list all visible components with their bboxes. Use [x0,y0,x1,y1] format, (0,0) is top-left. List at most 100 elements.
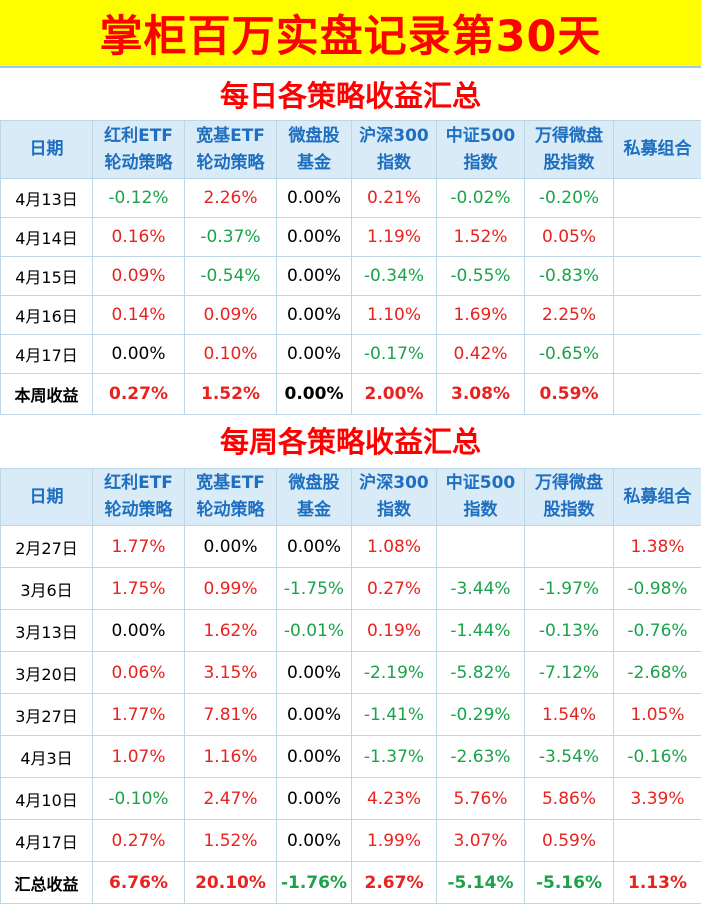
table-row: 4月16日 0.14% 0.09% 0.00% 1.10% 1.69% 2.25% [0,295,701,335]
column-header-line: 红利ETF [104,473,173,493]
table-row: 3月13日 0.00% 1.62% -0.01% 0.19% -1.44% -0.13% -0… [0,609,701,652]
return-cell: 2.47% [184,777,277,820]
column-header: 日期 [0,120,93,179]
return-cell [613,178,701,218]
column-header: 私募组合 [613,468,701,526]
return-cell: 6.76% [92,861,185,904]
return-cell: -1.97% [524,567,614,610]
return-cell: -0.17% [351,334,437,374]
date-cell: 4月15日 [0,256,93,296]
table-row: 4月3日 1.07% 1.16% 0.00% -1.37% -2.63% -3.54% -0.… [0,735,701,778]
column-header-line: 中证500 [445,125,516,146]
return-cell: -1.76% [276,861,352,904]
column-header-line: 基金 [297,152,331,173]
return-cell: 5.86% [524,777,614,820]
return-cell: -0.83% [524,256,614,296]
date-cell: 3月6日 [0,567,93,610]
return-cell: -7.12% [524,651,614,694]
column-header: 万得微盘 股指数 [524,468,614,526]
return-cell: 0.00% [276,777,352,820]
column-header-line: 日期 [29,139,64,159]
return-cell: 1.77% [92,693,185,736]
column-header-line: 轮动策略 [196,152,265,173]
return-cell: -1.41% [351,693,437,736]
date-cell: 4月16日 [0,295,93,335]
return-cell: -5.14% [436,861,525,904]
return-cell: 0.16% [92,217,185,257]
return-cell: -5.16% [524,861,614,904]
column-header-line: 宽基ETF [196,125,265,146]
return-cell: -0.12% [92,178,185,218]
column-header: 中证500 指数 [436,120,525,179]
return-cell: 1.54% [524,693,614,736]
column-header-line: 指数 [377,500,411,520]
return-cell: 1.52% [436,217,525,257]
return-cell [613,295,701,335]
column-header: 沪深300 指数 [351,468,437,526]
return-cell: 0.42% [436,334,525,374]
total-label: 汇总收益 [0,861,93,904]
return-cell: 0.00% [276,525,352,568]
return-cell: 1.75% [92,567,185,610]
return-cell [613,334,701,374]
table-row: 4月17日 0.00% 0.10% 0.00% -0.17% 0.42% -0.65% [0,334,701,374]
return-cell [613,217,701,257]
date-cell: 4月3日 [0,735,93,778]
return-cell: -3.44% [436,567,525,610]
return-cell: 2.67% [351,861,437,904]
column-header: 微盘股 基金 [276,120,352,179]
column-header-line: 轮动策略 [104,500,173,520]
return-cell: 0.00% [276,651,352,694]
return-cell: 0.00% [92,334,185,374]
return-cell: 3.15% [184,651,277,694]
total-row: 汇总收益 6.76% 20.10% -1.76% 2.67% -5.14% -5.16% 1.… [0,861,701,904]
column-header-line: 基金 [297,500,331,520]
daily-returns-table: 日期 红利ETF 轮动策略 宽基ETF 轮动策略 微盘股 基金 沪深300 指数 中证500 指数万… [0,120,701,415]
return-cell: -0.01% [276,609,352,652]
table-row: 3月6日 1.75% 0.99% -1.75% 0.27% -3.44% -1.97% -0.… [0,567,701,610]
column-header-line: 万得微盘 [535,473,603,493]
column-header-line: 沪深300 [359,473,429,493]
column-header-line: 股指数 [543,152,595,173]
return-cell: -5.82% [436,651,525,694]
return-cell: -0.37% [184,217,277,257]
return-cell: 0.59% [524,819,614,862]
column-header-line: 指数 [463,152,498,173]
weekly-header-row: 日期 红利ETF 轮动策略 宽基ETF 轮动策略 微盘股 基金 沪深300 指数 中证500 指数万… [0,468,701,526]
column-header: 宽基ETF 轮动策略 [184,468,277,526]
return-cell: 1.77% [92,525,185,568]
daily-section-title: 每日各策略收益汇总 [219,79,481,113]
table-row: 4月13日 -0.12% 2.26% 0.00% 0.21% -0.02% -0.20% [0,178,701,218]
column-header-line: 私募组合 [623,139,692,159]
total-row: 本周收益 0.27% 1.52% 0.00% 2.00% 3.08% 0.59% [0,373,701,415]
return-cell: 0.27% [92,373,185,415]
table-row: 3月20日 0.06% 3.15% 0.00% -2.19% -5.82% -7.12% -2… [0,651,701,694]
return-cell: -0.76% [613,609,701,652]
column-header: 宽基ETF 轮动策略 [184,120,277,179]
table-row: 4月15日 0.09% -0.54% 0.00% -0.34% -0.55% -0.83% [0,256,701,296]
return-cell: -0.20% [524,178,614,218]
return-cell: 0.09% [92,256,185,296]
return-cell: -0.29% [436,693,525,736]
return-cell: 0.00% [276,256,352,296]
return-cell: 1.08% [351,525,437,568]
return-cell: -0.55% [436,256,525,296]
return-cell: 3.07% [436,819,525,862]
return-cell: 0.14% [92,295,185,335]
column-header-line: 股指数 [543,500,595,520]
return-cell: 1.19% [351,217,437,257]
column-header-line: 沪深300 [359,125,429,146]
table-row: 4月14日 0.16% -0.37% 0.00% 1.19% 1.52% 0.05% [0,217,701,257]
return-cell: -0.02% [436,178,525,218]
return-cell: 0.00% [184,525,277,568]
total-label: 本周收益 [0,373,93,415]
column-header-line: 轮动策略 [196,500,265,520]
return-cell: 2.25% [524,295,614,335]
return-cell: -0.54% [184,256,277,296]
column-header: 私募组合 [613,120,701,179]
return-cell: -0.34% [351,256,437,296]
return-cell: 0.00% [276,693,352,736]
return-cell: 3.39% [613,777,701,820]
date-cell: 2月27日 [0,525,93,568]
return-cell: 0.27% [351,567,437,610]
